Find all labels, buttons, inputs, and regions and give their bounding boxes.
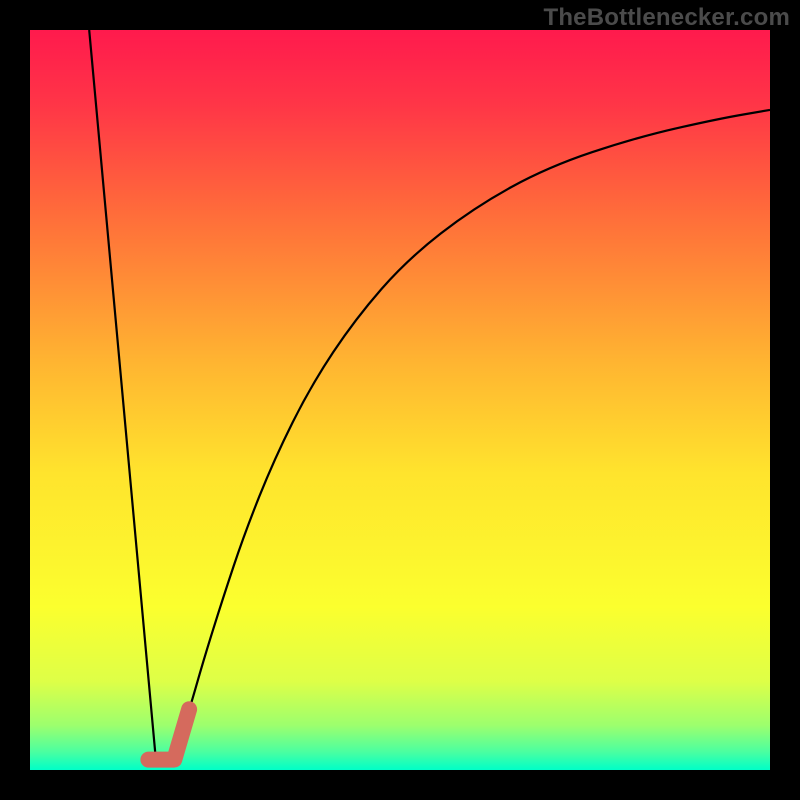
chart-svg [30,30,770,770]
chart-background [30,30,770,770]
watermark-text: TheBottlenecker.com [543,4,790,32]
bottleneck-chart [30,30,770,770]
chart-frame: TheBottlenecker.com [0,0,800,800]
